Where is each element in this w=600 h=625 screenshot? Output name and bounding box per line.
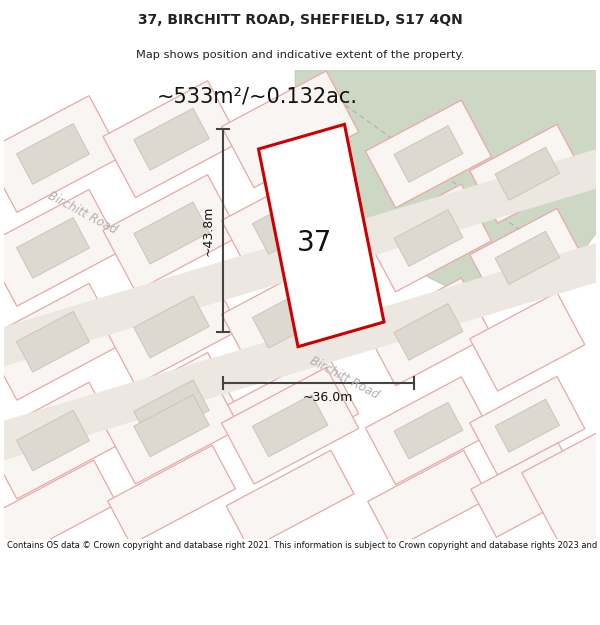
Text: ~43.8m: ~43.8m bbox=[202, 206, 215, 256]
Polygon shape bbox=[295, 70, 596, 302]
Polygon shape bbox=[103, 81, 240, 198]
Polygon shape bbox=[134, 296, 209, 358]
Text: Birchitt Road: Birchitt Road bbox=[46, 189, 119, 237]
Text: 37: 37 bbox=[297, 229, 332, 257]
Polygon shape bbox=[134, 380, 209, 442]
Polygon shape bbox=[221, 71, 359, 188]
Polygon shape bbox=[103, 352, 240, 469]
Text: Map shows position and indicative extent of the property.: Map shows position and indicative extent… bbox=[136, 49, 464, 59]
Polygon shape bbox=[495, 148, 560, 200]
Polygon shape bbox=[495, 231, 560, 284]
Polygon shape bbox=[4, 149, 596, 366]
Polygon shape bbox=[134, 202, 209, 264]
Polygon shape bbox=[16, 124, 89, 184]
Polygon shape bbox=[470, 208, 585, 307]
Polygon shape bbox=[259, 124, 384, 347]
Polygon shape bbox=[16, 217, 89, 278]
Polygon shape bbox=[103, 269, 240, 385]
Polygon shape bbox=[4, 243, 596, 461]
Polygon shape bbox=[0, 189, 122, 306]
Polygon shape bbox=[394, 304, 463, 360]
Text: ~533m²/~0.132ac.: ~533m²/~0.132ac. bbox=[157, 87, 358, 107]
Polygon shape bbox=[470, 292, 585, 391]
Polygon shape bbox=[471, 442, 584, 537]
Polygon shape bbox=[495, 399, 560, 452]
Polygon shape bbox=[394, 126, 463, 182]
Polygon shape bbox=[253, 286, 328, 348]
Text: Contains OS data © Crown copyright and database right 2021. This information is : Contains OS data © Crown copyright and d… bbox=[7, 541, 600, 550]
Polygon shape bbox=[365, 184, 491, 292]
Polygon shape bbox=[365, 377, 491, 484]
Polygon shape bbox=[226, 450, 354, 549]
Polygon shape bbox=[134, 395, 209, 457]
Polygon shape bbox=[134, 108, 209, 170]
Text: 37, BIRCHITT ROAD, SHEFFIELD, S17 4QN: 37, BIRCHITT ROAD, SHEFFIELD, S17 4QN bbox=[137, 12, 463, 27]
Polygon shape bbox=[470, 124, 585, 223]
Polygon shape bbox=[103, 174, 240, 291]
Text: ~36.0m: ~36.0m bbox=[303, 391, 353, 404]
Polygon shape bbox=[470, 376, 585, 475]
Polygon shape bbox=[368, 451, 489, 549]
Polygon shape bbox=[0, 460, 117, 559]
Polygon shape bbox=[522, 431, 600, 569]
Polygon shape bbox=[221, 259, 359, 376]
Polygon shape bbox=[107, 445, 235, 544]
Polygon shape bbox=[0, 96, 122, 212]
Polygon shape bbox=[221, 368, 359, 484]
Polygon shape bbox=[365, 100, 491, 208]
Polygon shape bbox=[103, 368, 240, 484]
Polygon shape bbox=[221, 165, 359, 281]
Polygon shape bbox=[0, 283, 122, 400]
Polygon shape bbox=[365, 278, 491, 386]
Polygon shape bbox=[394, 402, 463, 459]
Text: Birchitt Road: Birchitt Road bbox=[308, 354, 381, 402]
Polygon shape bbox=[16, 311, 89, 372]
Polygon shape bbox=[221, 352, 359, 469]
Polygon shape bbox=[253, 395, 328, 457]
Polygon shape bbox=[253, 192, 328, 254]
Polygon shape bbox=[16, 410, 89, 471]
Polygon shape bbox=[0, 382, 122, 499]
Polygon shape bbox=[394, 209, 463, 266]
